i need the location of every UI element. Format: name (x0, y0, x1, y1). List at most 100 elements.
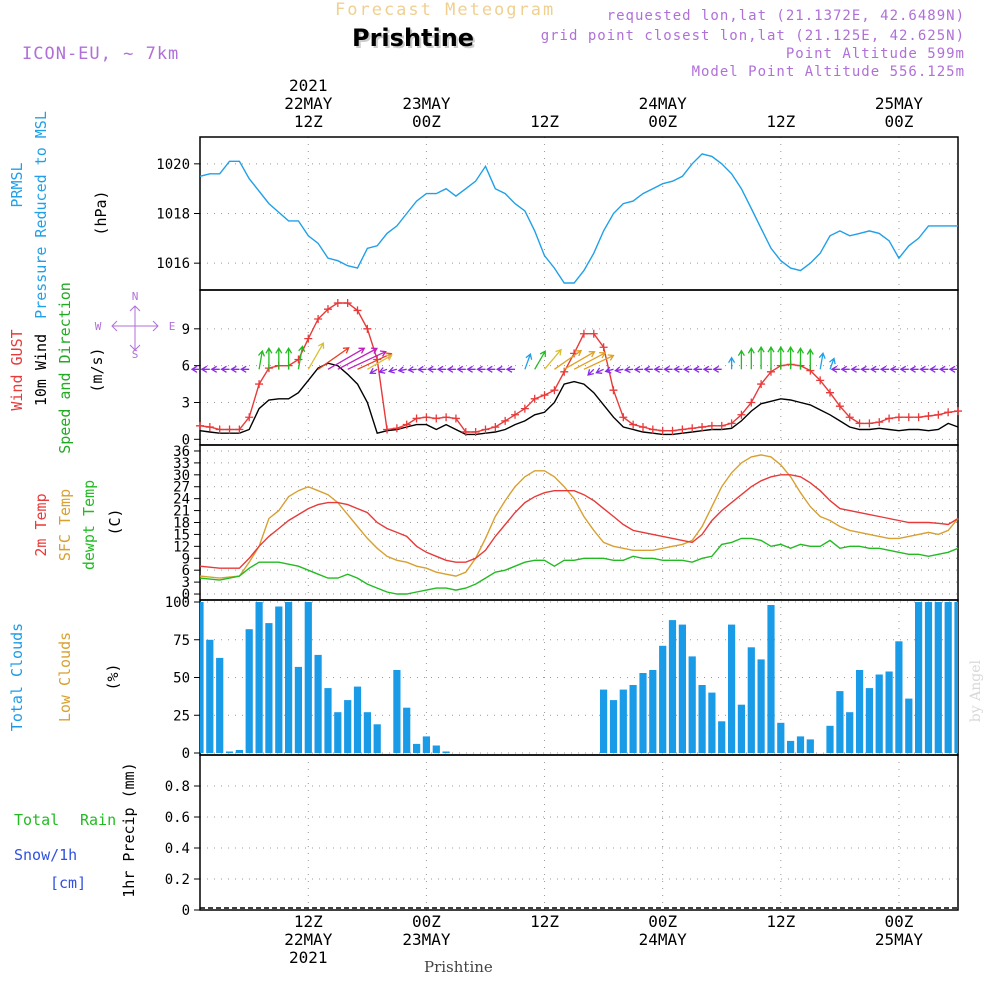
time-label-top: 12Z (294, 112, 323, 131)
y-tick-label: 0.6 (165, 810, 190, 826)
y-tick-label: 6 (182, 563, 190, 579)
cloud-bar (767, 605, 775, 753)
gust-marker (343, 299, 352, 308)
model-label: ICON-EU, ~ 7km (22, 44, 180, 64)
time-label-bottom: 22MAY (284, 930, 333, 949)
gust-line (199, 302, 959, 433)
pressure-label: PRMSL (8, 162, 26, 207)
gust-marker (461, 427, 470, 436)
wind-direction-arrow (829, 357, 836, 370)
wind-direction-arrow (840, 365, 850, 373)
wind-direction-arrow (623, 366, 634, 374)
cloud-bar (905, 698, 913, 753)
wind-direction-arrow (673, 365, 683, 373)
cloud-bar (747, 647, 755, 753)
location-title: Prishtine (352, 24, 475, 52)
wind-direction-arrow (275, 347, 283, 370)
gust-marker (511, 410, 520, 419)
gust-marker (304, 334, 313, 343)
gust-marker (668, 426, 677, 435)
gust-marker (215, 425, 224, 434)
wind-direction-arrow (397, 366, 407, 374)
point-altitude: Point Altitude 599m (785, 46, 965, 62)
wind-direction-arrow (544, 348, 562, 370)
wind-direction-arrow (563, 351, 596, 370)
wind-direction-arrow (909, 365, 919, 373)
wind10m-label: 10m Wind (32, 334, 50, 406)
cloud-bar (245, 629, 253, 753)
wind-direction-arrow (446, 365, 456, 373)
snow-label: Snow/1h (14, 846, 77, 864)
gust-marker (855, 419, 864, 428)
gust-marker (638, 423, 647, 432)
y-tick-label: 9 (182, 551, 190, 567)
wind-direction-arrow (938, 365, 949, 373)
gust-marker (698, 423, 707, 432)
y-tick-label: 27 (173, 480, 190, 496)
t2m-label: 2m Temp (32, 493, 50, 556)
wind-direction-arrow (200, 365, 210, 373)
watermark: by Angel (968, 660, 984, 723)
gust-marker (481, 425, 490, 434)
cloud-bar (363, 712, 371, 753)
wind-direction-arrow (796, 347, 805, 370)
gust-marker (757, 380, 766, 389)
wind-direction-arrow (554, 349, 583, 370)
cloud-bar (708, 692, 716, 753)
time-label-bottom: 00Z (412, 912, 441, 931)
snow-unit: [cm] (50, 874, 86, 892)
wind10m-line (199, 362, 959, 436)
gust-marker (688, 424, 697, 433)
gust-marker (501, 416, 510, 425)
time-label-top: 25MAY (875, 94, 924, 113)
y-tick-label: 100 (165, 595, 190, 611)
cloud-bar (200, 602, 204, 753)
cloud-bar (777, 722, 785, 753)
gust-marker (717, 421, 726, 430)
gust-marker (826, 388, 835, 397)
wind-direction-arrow (583, 354, 615, 370)
cloud-bar (373, 724, 381, 753)
wind-direction-arrow (265, 347, 273, 370)
wind-direction-arrow (427, 365, 437, 373)
time-label-bottom: 24MAY (639, 930, 688, 949)
gust-label: Wind GUST (8, 329, 26, 410)
gust-marker (550, 386, 559, 395)
precip-unit: 1hr Precip (mm) (120, 762, 138, 897)
wind-direction-arrow (456, 365, 466, 373)
footer-location: Prishtine (424, 958, 493, 976)
y-tick-label: 24 (173, 492, 190, 508)
gust-marker (520, 404, 529, 413)
wind-direction-arrow (476, 365, 486, 373)
wind-direction-arrow (495, 365, 506, 373)
gust-marker (845, 413, 854, 422)
gust-marker (255, 380, 264, 389)
wind-dir-label: Speed and Direction (56, 282, 74, 454)
cloud-bar (275, 606, 283, 753)
cloud-bar (403, 707, 411, 753)
y-tick-label: 25 (173, 708, 190, 724)
wind-direction-arrow (747, 347, 755, 370)
y-tick-label: 1020 (156, 157, 190, 173)
y-tick-label: 0.8 (165, 779, 190, 795)
time-label-top: 12Z (766, 112, 795, 131)
y-tick-label: 50 (173, 671, 190, 687)
gust-marker (205, 423, 214, 432)
cloud-bar (285, 602, 293, 753)
y-tick-label: 36 (173, 444, 190, 460)
y-tick-label: 9 (182, 322, 190, 338)
wind-unit: (m/s) (88, 347, 106, 392)
gust-marker (648, 425, 657, 434)
y-tick-label: 0.2 (165, 872, 190, 888)
wind-direction-arrow (830, 365, 840, 373)
wind-direction-arrow (190, 365, 200, 373)
cloud-bar (698, 685, 706, 753)
wind-direction-arrow (230, 365, 240, 373)
gust-marker (530, 394, 539, 403)
y-tick-label: 18 (173, 516, 190, 532)
wind-direction-arrow (787, 345, 795, 370)
cloud-bar (718, 721, 726, 753)
cloud-bar (668, 620, 677, 753)
gust-marker (589, 329, 598, 338)
